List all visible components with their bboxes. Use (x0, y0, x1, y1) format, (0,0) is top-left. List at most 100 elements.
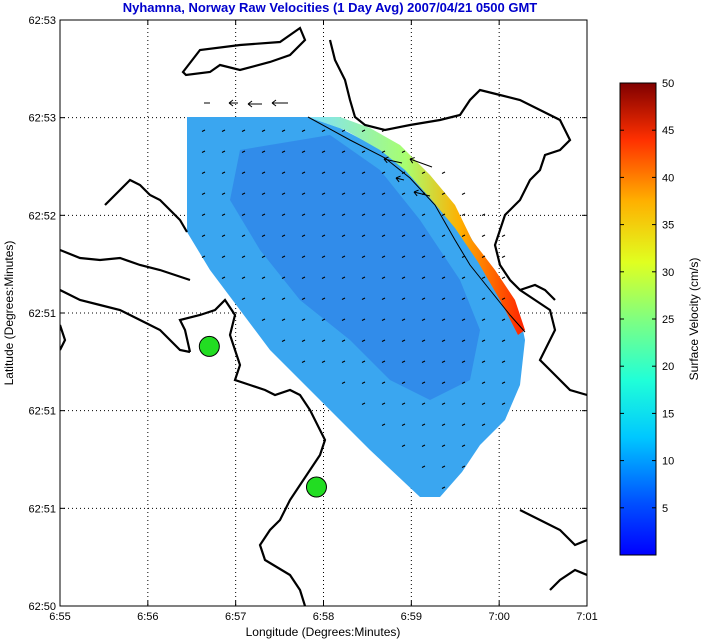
x-axis-label: Longitude (Degrees:Minutes) (246, 625, 401, 639)
track-line (307, 116, 526, 333)
velocity-arrow (221, 234, 226, 237)
y-tick-label: 62:51 (28, 308, 56, 320)
colorbar (619, 82, 657, 556)
station-marker (602, 433, 622, 453)
velocity-arrow (301, 276, 306, 279)
velocity-arrow (281, 276, 286, 279)
velocity-arrow (421, 423, 426, 426)
velocity-arrow (271, 99, 288, 107)
station-marker (305, 476, 327, 498)
velocity-arrow (441, 213, 446, 216)
colorbar-tick-label: 35 (662, 220, 674, 232)
velocity-arrow (361, 129, 366, 132)
velocity-arrow (461, 318, 466, 321)
x-tick-label: 6:58 (313, 611, 334, 623)
velocity-arrow (321, 276, 326, 279)
colorbar-tick-label: 10 (662, 456, 674, 468)
velocity-arrow (321, 255, 326, 258)
chart-title: Nyhamna, Norway Raw Velocities (1 Day Av… (122, 0, 538, 15)
velocity-arrow (383, 156, 403, 164)
velocity-arrow (441, 423, 446, 426)
velocity-arrow (401, 234, 406, 237)
velocity-arrow (381, 129, 386, 132)
velocity-arrow (441, 381, 446, 384)
velocity-arrow (201, 171, 206, 174)
velocity-arrow (241, 297, 246, 300)
velocity-arrow (301, 339, 306, 342)
velocity-arrow (381, 297, 386, 300)
velocity-arrow (341, 213, 346, 216)
velocity-arrow (261, 129, 266, 132)
velocity-arrow (221, 276, 226, 279)
velocity-arrow (361, 276, 366, 279)
velocity-arrow (241, 276, 246, 279)
colorbar-tick-label: 50 (662, 78, 674, 90)
velocity-arrow (221, 129, 226, 132)
velocity-arrow (381, 339, 386, 342)
y-tick-label: 62:52 (28, 210, 56, 222)
velocity-arrow (381, 402, 386, 405)
colorbar-tick-label: 30 (662, 267, 674, 279)
velocity-arrow (241, 171, 246, 174)
velocity-arrow (241, 213, 246, 216)
velocity-arrow (361, 381, 366, 384)
velocity-arrow (241, 129, 246, 132)
velocity-arrow (381, 381, 386, 384)
velocity-arrow (201, 213, 206, 216)
velocity-arrow (461, 339, 466, 342)
station-marker (198, 335, 220, 357)
velocity-arrow (341, 255, 346, 258)
velocity-arrow (461, 381, 466, 384)
velocity-arrow (421, 339, 426, 342)
velocity-arrow (441, 318, 446, 321)
y-axis-label: Latitude (Degrees:Minutes) (2, 241, 16, 386)
x-tick-label: 7:00 (488, 611, 509, 623)
plot-frame (59, 19, 588, 607)
velocity-arrow (341, 381, 346, 384)
velocity-arrow (421, 381, 426, 384)
velocity-arrow (381, 276, 386, 279)
velocity-arrow (401, 255, 406, 258)
velocity-arrow (321, 129, 326, 132)
velocity-arrow (381, 360, 386, 363)
velocity-arrow (381, 423, 386, 426)
y-tick-label: 62:53 (28, 113, 56, 125)
velocity-arrow (201, 192, 206, 195)
velocity-arrow (421, 171, 426, 174)
velocity-arrow (361, 360, 366, 363)
y-tick-label: 62:53 (28, 15, 56, 27)
velocity-arrow (461, 255, 466, 258)
velocity-arrow (461, 465, 466, 468)
velocity-arrow (461, 192, 466, 195)
velocity-arrow (441, 192, 446, 195)
velocity-arrow (441, 255, 446, 258)
velocity-arrow (361, 213, 366, 216)
velocity-arrow (381, 213, 386, 216)
velocity-arrow (221, 255, 226, 258)
velocity-arrow (321, 360, 326, 363)
velocity-arrow (361, 171, 366, 174)
velocity-arrow (421, 318, 426, 321)
colorbar-tick-label: 45 (662, 125, 674, 137)
velocity-arrows (201, 99, 506, 489)
velocity-arrow (228, 99, 238, 107)
velocity-arrow (401, 150, 406, 153)
velocity-arrow (301, 192, 306, 195)
x-tick-label: 7:01 (576, 611, 597, 623)
velocity-arrow (261, 276, 266, 279)
velocity-arrow (321, 171, 326, 174)
velocity-arrow (481, 234, 486, 237)
velocity-arrow (261, 234, 266, 237)
velocity-arrow (461, 234, 466, 237)
velocity-arrow (401, 297, 406, 300)
velocity-arrow (421, 276, 426, 279)
velocity-arrow (301, 318, 306, 321)
velocity-arrow (361, 234, 366, 237)
velocity-arrow (361, 318, 366, 321)
colorbar-tick-label: 20 (662, 361, 674, 373)
velocity-arrow (441, 297, 446, 300)
velocity-arrow (281, 318, 286, 321)
velocity-arrow (201, 234, 206, 237)
velocity-arrow (221, 150, 226, 153)
velocity-arrow (381, 150, 386, 153)
